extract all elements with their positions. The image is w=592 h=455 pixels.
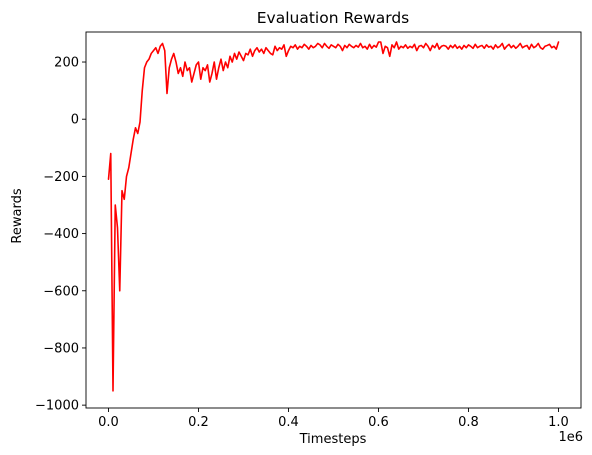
- x-tick-label: 1.0: [548, 415, 569, 430]
- x-tick-label: 0.2: [188, 415, 209, 430]
- y-tick-label: −400: [43, 227, 79, 242]
- y-tick-label: −800: [43, 341, 79, 356]
- x-offset-label: 1e6: [558, 430, 583, 445]
- y-tick-label: −200: [43, 170, 79, 185]
- y-tick-label: 0: [71, 113, 79, 128]
- x-tick-label: 0.6: [368, 415, 389, 430]
- x-tick-label: 0.8: [458, 415, 479, 430]
- plot-area: [86, 32, 581, 408]
- x-tick-label: 0.4: [278, 415, 299, 430]
- y-tick-label: −600: [43, 284, 79, 299]
- y-tick-label: −1000: [35, 399, 79, 414]
- chart-title: Evaluation Rewards: [257, 9, 410, 27]
- plot-background: [86, 32, 581, 408]
- x-axis-label: Timesteps: [299, 432, 367, 447]
- y-tick-label: 200: [54, 56, 79, 71]
- x-tick-label: 0.0: [98, 415, 119, 430]
- y-axis-label: Rewards: [10, 188, 25, 243]
